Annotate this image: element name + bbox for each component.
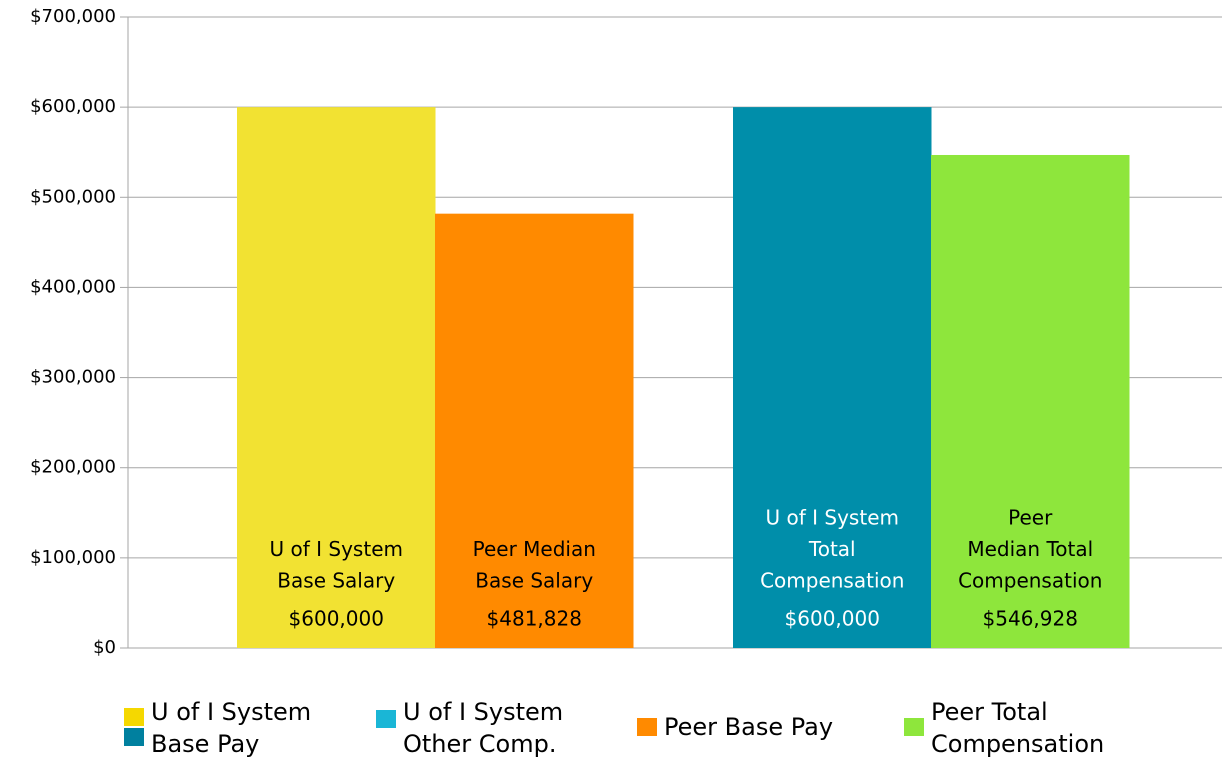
bar-label: U of I System <box>766 506 899 530</box>
legend-label: Peer Total <box>931 698 1048 726</box>
bar-label: Peer <box>1008 506 1053 530</box>
bar <box>931 154 1130 649</box>
legend-swatch <box>124 728 144 746</box>
bar-label: Base Salary <box>475 569 593 593</box>
value-label: $600,000 <box>289 607 384 631</box>
bar-label: Base Salary <box>277 569 395 593</box>
y-tick-label: $200,000 <box>30 457 116 478</box>
bar <box>733 107 932 648</box>
y-tick-label: $100,000 <box>30 547 116 568</box>
legend-label: Compensation <box>931 730 1104 758</box>
legend-swatch <box>904 718 924 736</box>
y-tick-label: $600,000 <box>30 96 116 117</box>
legend-label: U of I System <box>403 698 563 726</box>
value-label: $546,928 <box>983 607 1078 631</box>
bar-label: Compensation <box>958 569 1102 593</box>
bar-label: Total <box>808 537 856 561</box>
legend-swatch <box>376 710 396 728</box>
y-tick-label: $500,000 <box>30 186 116 207</box>
y-tick-label: $700,000 <box>30 6 116 27</box>
value-label: $481,828 <box>487 607 582 631</box>
legend-swatch <box>124 708 144 726</box>
y-tick-label: $400,000 <box>30 276 116 297</box>
legend-label: Other Comp. <box>403 730 556 758</box>
legend-swatch <box>637 718 657 736</box>
bar <box>237 107 436 648</box>
legend-label: Base Pay <box>151 730 259 758</box>
bar-label: Median Total <box>967 537 1093 561</box>
legend-label: Peer Base Pay <box>664 713 833 741</box>
bar-label: Peer Median <box>473 537 596 561</box>
bar <box>435 213 634 648</box>
bar-label: Compensation <box>760 569 904 593</box>
bar-label: U of I System <box>270 537 403 561</box>
legend-label: U of I System <box>151 698 311 726</box>
value-label: $600,000 <box>785 607 880 631</box>
y-tick-label: $0 <box>93 637 116 658</box>
y-tick-label: $300,000 <box>30 367 116 388</box>
